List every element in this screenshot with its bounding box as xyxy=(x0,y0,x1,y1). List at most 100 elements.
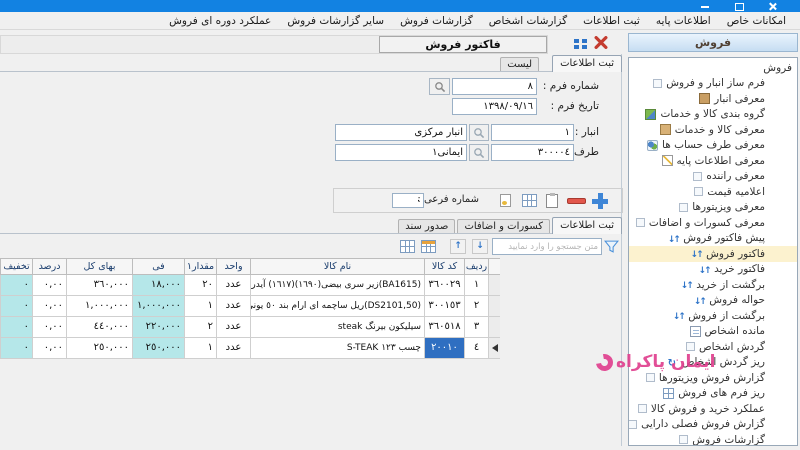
grid-view-icon[interactable] xyxy=(421,240,436,253)
sub-number-input[interactable] xyxy=(392,193,424,208)
switch-window-icon[interactable] xyxy=(574,38,588,50)
cell-total-price[interactable]: ١,٠٠٠,٠٠٠ xyxy=(66,296,132,317)
header-percent: درصد xyxy=(32,258,66,275)
sidebar-item[interactable]: حواله فروش xyxy=(629,293,797,309)
cell-percent[interactable]: ٠,٠٠ xyxy=(32,317,66,338)
sidebar-item[interactable]: گزارشات فروش xyxy=(629,432,797,445)
cell-item-name[interactable]: (BA1615)زیر سری بیضی(١٦٩٠)(١٦١٧) آیدر xyxy=(250,275,424,296)
cell-total-price[interactable]: ٢٥٠,٠٠٠ xyxy=(66,338,132,359)
sidebar-item[interactable]: برگشت از خرید xyxy=(629,277,797,293)
account-search-button[interactable] xyxy=(469,144,489,161)
menu-item[interactable]: سایر گزارشات فروش xyxy=(287,14,385,27)
cell-unit[interactable]: عدد xyxy=(216,275,250,296)
cell-quantity[interactable]: ١ xyxy=(184,338,216,359)
cell-item-code[interactable]: ٣٠٠١٥٣ xyxy=(424,296,464,317)
sidebar-item[interactable]: برگشت از فروش xyxy=(629,308,797,324)
sidebar-item[interactable]: گزارش فروش فصلی دارایی xyxy=(629,417,797,433)
grid-plain-icon[interactable] xyxy=(400,240,415,253)
cell-unit-price[interactable]: ٢٢٠,٠٠٠ xyxy=(132,317,184,338)
account-name-field[interactable] xyxy=(335,144,467,161)
window-maximize-button[interactable] xyxy=(734,2,744,11)
sidebar-item[interactable]: عملکرد خرید و فروش کالا xyxy=(629,401,797,417)
warehouse-code-input[interactable] xyxy=(491,124,574,141)
sidebar-item[interactable]: معرفی طرف حساب ها xyxy=(629,138,797,154)
table-icon[interactable] xyxy=(522,194,537,207)
warehouse-name-field[interactable] xyxy=(335,124,467,141)
cell-unit[interactable]: عدد xyxy=(216,338,250,359)
cell-total-price[interactable]: ٤٤٠,٠٠٠ xyxy=(66,317,132,338)
cell-unit-price[interactable]: ١,٠٠٠,٠٠٠ xyxy=(132,296,184,317)
sidebar-item[interactable]: فروش xyxy=(629,60,797,76)
warehouse-search-button[interactable] xyxy=(469,124,489,141)
cell-total-price[interactable]: ٣٦٠,٠٠٠ xyxy=(66,275,132,296)
form-date-input[interactable] xyxy=(452,98,537,115)
search-next-button[interactable]: ↓ xyxy=(472,239,488,254)
search-prev-button[interactable]: ↑ xyxy=(450,239,466,254)
sidebar-item[interactable]: ریز گردش اشخاص xyxy=(629,355,797,371)
cell-percent[interactable]: ٠,٠٠ xyxy=(32,338,66,359)
cell-unit[interactable]: عدد xyxy=(216,296,250,317)
menu-item[interactable]: اطلاعات پایه xyxy=(655,14,711,27)
cell-quantity[interactable]: ١ xyxy=(184,296,216,317)
sidebar-item[interactable]: معرفی اطلاعات پایه xyxy=(629,153,797,169)
menu-item[interactable]: گزارشات فروش xyxy=(400,14,473,27)
table-row[interactable]: ٤ ٢٠٠١٠ چسب ١٢٣ S-TEAK عدد ١ ٢٥٠,٠٠٠ ٢٥٠… xyxy=(0,338,500,359)
sidebar-item[interactable]: گردش اشخاص xyxy=(629,339,797,355)
cell-item-name[interactable]: سیلیکون بیرنگ steak xyxy=(250,317,424,338)
menu-item[interactable]: عملکرد دوره ای فروش xyxy=(169,14,272,27)
tab-detail-register[interactable]: ثبت اطلاعات xyxy=(552,217,622,234)
table-row[interactable]: ١ ٣٦٠٠٢٩ (BA1615)زیر سری بیضی(١٦٩٠)(١٦١٧… xyxy=(0,275,500,296)
cell-unit[interactable]: عدد xyxy=(216,317,250,338)
menu-item[interactable]: امکانات خاص xyxy=(726,14,786,27)
close-form-icon[interactable] xyxy=(594,36,608,49)
sidebar-item[interactable]: معرفی انبار xyxy=(629,91,797,107)
cell-discount[interactable]: ٠ xyxy=(0,317,32,338)
search-input[interactable] xyxy=(492,238,602,255)
cell-discount[interactable]: ٠ xyxy=(0,296,32,317)
cell-discount[interactable]: ٠ xyxy=(0,338,32,359)
delete-row-button[interactable] xyxy=(567,198,586,204)
sidebar-item[interactable]: اعلامیه قیمت xyxy=(629,184,797,200)
menu-item[interactable]: ثبت اطلاعات xyxy=(583,14,640,27)
add-row-button[interactable] xyxy=(592,193,608,209)
table-row[interactable]: ٢ ٣٠٠١٥٣ (DS2101,50)ریل ساچمه ای ارام بن… xyxy=(0,296,500,317)
sidebar-item[interactable]: معرفی کسورات و اضافات xyxy=(629,215,797,231)
cell-unit-price[interactable]: ٢٥٠,٠٠٠ xyxy=(132,338,184,359)
filter-icon[interactable] xyxy=(604,239,619,254)
sidebar-item[interactable]: معرفی کالا و خدمات xyxy=(629,122,797,138)
sidebar-item[interactable]: ریز فرم های فروش xyxy=(629,386,797,402)
sidebar-item[interactable]: معرفی راننده xyxy=(629,169,797,185)
menu-item[interactable]: گزارشات اشخاص xyxy=(488,14,568,27)
tab-list[interactable]: لیست xyxy=(500,57,540,72)
cell-item-code[interactable]: ٢٠٠١٠ xyxy=(424,338,464,359)
cell-item-name[interactable]: چسب ١٢٣ S-TEAK xyxy=(250,338,424,359)
sidebar-item[interactable]: فاکتور خرید xyxy=(629,262,797,278)
sidebar-item[interactable]: فرم ساز انبار و فروش xyxy=(629,76,797,92)
cell-item-code[interactable]: ٣٦٠٥١٨ xyxy=(424,317,464,338)
sidebar-item[interactable]: مانده اشخاص xyxy=(629,324,797,340)
sidebar-item[interactable]: گروه بندی کالا و خدمات xyxy=(629,107,797,123)
sidebar-item[interactable]: گزارش فروش ویزیتورها xyxy=(629,370,797,386)
cell-percent[interactable]: ٠,٠٠ xyxy=(32,296,66,317)
cell-item-code[interactable]: ٣٦٠٠٢٩ xyxy=(424,275,464,296)
sidebar-item[interactable]: پیش فاکتور فروش xyxy=(629,231,797,247)
form-number-search-button[interactable] xyxy=(429,78,450,95)
window-close-button[interactable] xyxy=(768,2,778,10)
form-number-input[interactable] xyxy=(452,78,537,95)
document-icon[interactable] xyxy=(500,194,511,207)
tab-deductions-additions[interactable]: کسورات و اضافات xyxy=(457,219,551,234)
table-row[interactable]: ٣ ٣٦٠٥١٨ سیلیکون بیرنگ steak عدد ٢ ٢٢٠,٠… xyxy=(0,317,500,338)
window-minimize-button[interactable] xyxy=(700,2,710,10)
cell-quantity[interactable]: ٢ xyxy=(184,317,216,338)
clipboard-icon[interactable] xyxy=(546,193,558,208)
cell-unit-price[interactable]: ١٨,٠٠٠ xyxy=(132,275,184,296)
cell-item-name[interactable]: (DS2101,50)ریل ساچمه ای ارام بند ٥٠ یونی… xyxy=(250,296,424,317)
account-code-input[interactable] xyxy=(491,144,574,161)
sidebar-item[interactable]: معرفی ویزیتورها xyxy=(629,200,797,216)
cell-discount[interactable]: ٠ xyxy=(0,275,32,296)
tab-register-info[interactable]: ثبت اطلاعات xyxy=(552,55,622,72)
cell-quantity[interactable]: ٢٠ xyxy=(184,275,216,296)
tab-issue-document[interactable]: صدور سند xyxy=(398,219,456,234)
cell-percent[interactable]: ٠,٠٠ xyxy=(32,275,66,296)
sidebar-item[interactable]: فاکتور فروش xyxy=(629,246,797,262)
